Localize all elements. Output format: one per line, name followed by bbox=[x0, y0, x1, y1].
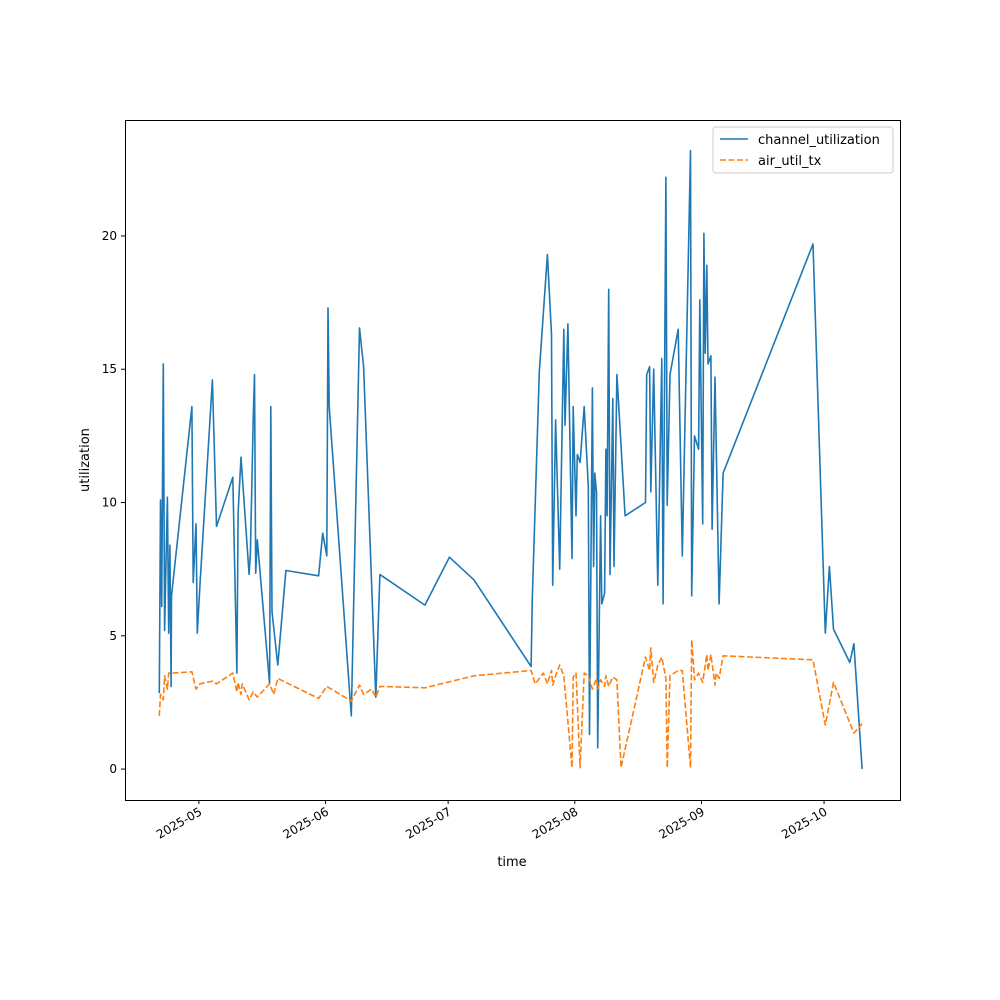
legend-box bbox=[712, 126, 894, 174]
y-tick-label: 15 bbox=[102, 362, 117, 376]
x-axis: 2025-05 2025-06 2025-07 2025-08 2025-09 2025-… bbox=[154, 800, 830, 842]
plot-lines bbox=[158, 149, 863, 770]
x-axis-label: time bbox=[497, 855, 526, 870]
x-tick-label: 2025-06 bbox=[281, 804, 331, 841]
x-tick-label: 2025-10 bbox=[779, 804, 829, 841]
y-axis-label: utilization bbox=[78, 428, 93, 492]
y-axis: 0 5 10 15 20 bbox=[102, 229, 125, 776]
series-line-air-util-tx bbox=[158, 638, 863, 769]
y-tick-label: 20 bbox=[102, 229, 117, 243]
x-tick-label: 2025-08 bbox=[530, 804, 580, 841]
x-tick-label: 2025-09 bbox=[657, 804, 707, 841]
x-tick-label: 2025-07 bbox=[403, 804, 453, 841]
y-tick-label: 0 bbox=[109, 762, 117, 776]
legend-label-channel-utilization: channel_utilization bbox=[758, 133, 880, 148]
y-tick-label: 5 bbox=[109, 629, 117, 643]
axes-frame bbox=[125, 120, 901, 801]
series-line-channel-utilization bbox=[158, 149, 863, 770]
x-tick-label: 2025-05 bbox=[154, 804, 204, 841]
legend-label-air-util-tx: air_util_tx bbox=[758, 154, 822, 169]
legend: channel_utilization air_util_tx bbox=[712, 126, 894, 174]
y-tick-label: 10 bbox=[102, 496, 117, 510]
